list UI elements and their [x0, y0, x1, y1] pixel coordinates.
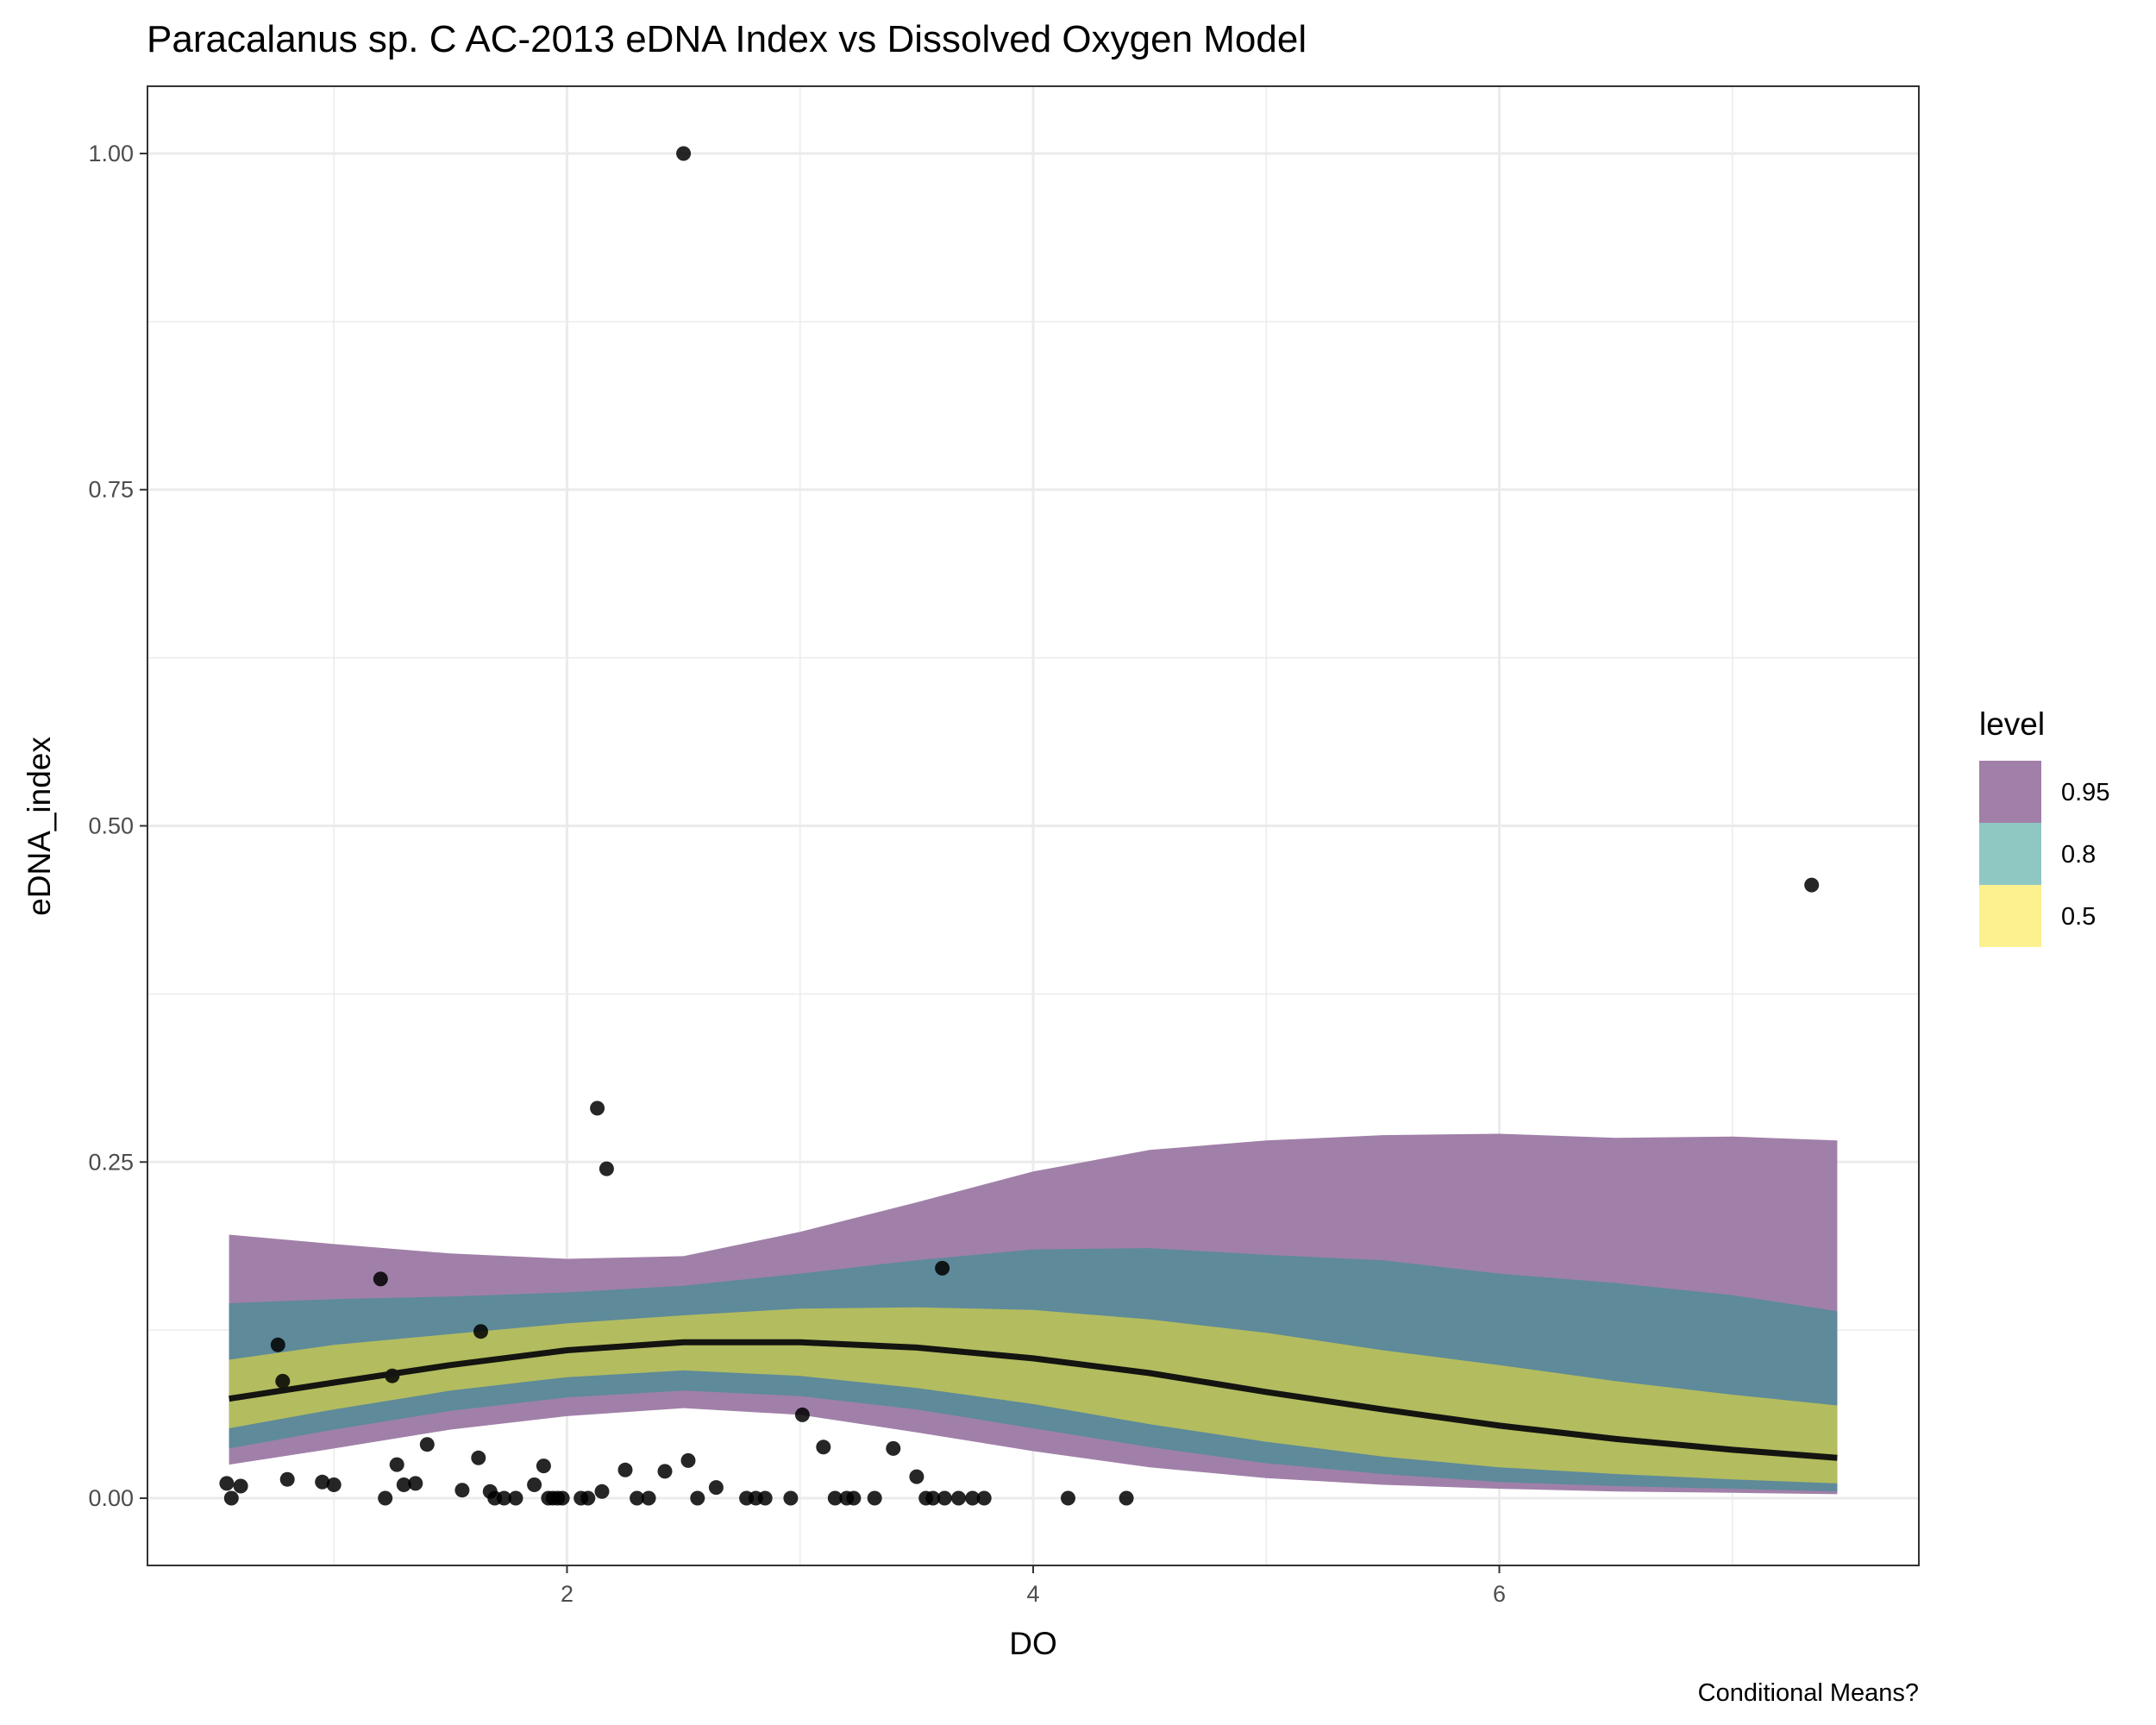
data-point [757, 1490, 773, 1506]
data-point [580, 1490, 596, 1506]
data-point [326, 1477, 342, 1492]
legend-key [1979, 761, 2041, 823]
y-axis-title: eDNA_index [22, 737, 57, 916]
mean-line-group [229, 1339, 1838, 1461]
x-axis: 2 4 6 [561, 1565, 1506, 1607]
data-point [976, 1490, 992, 1506]
data-point [473, 1324, 488, 1339]
data-point [794, 1407, 810, 1422]
data-point [783, 1490, 799, 1506]
data-point [315, 1474, 330, 1490]
data-point [555, 1490, 570, 1506]
x-tick-label: 2 [561, 1581, 573, 1607]
data-point [471, 1450, 486, 1465]
plot-panel [147, 85, 1920, 1566]
data-point [536, 1458, 551, 1474]
data-point [657, 1464, 673, 1479]
ribbon-bands [229, 1133, 1838, 1495]
data-point [827, 1490, 843, 1506]
data-point [594, 1484, 610, 1499]
data-point [599, 1161, 614, 1176]
legend-items: 0.95 0.8 0.5 [1979, 761, 2109, 947]
data-point [676, 146, 692, 161]
mean-line [229, 1339, 1838, 1461]
data-point [270, 1337, 285, 1352]
data-point [219, 1476, 235, 1491]
data-point [630, 1490, 645, 1506]
data-point [223, 1490, 239, 1506]
data-point [708, 1480, 724, 1496]
data-point [497, 1490, 511, 1506]
data-point [1119, 1490, 1134, 1506]
data-point [1804, 877, 1820, 893]
band-05 [229, 1307, 1838, 1484]
data-point [965, 1490, 981, 1506]
data-point [378, 1490, 393, 1506]
y-tick-label: 0.50 [88, 813, 134, 839]
legend-label: 0.8 [2061, 841, 2096, 869]
data-point [690, 1490, 705, 1506]
data-point [275, 1373, 291, 1389]
x-tick-label: 4 [1026, 1581, 1039, 1607]
data-point [279, 1471, 295, 1487]
legend-label: 0.5 [2061, 903, 2096, 931]
data-point [527, 1477, 542, 1492]
data-point [396, 1477, 411, 1492]
legend-key [1979, 885, 2041, 947]
data-point [454, 1483, 470, 1498]
legend: level 0.95 0.8 0.5 [1979, 706, 2109, 947]
x-axis-title: DO [1009, 1626, 1057, 1661]
data-point [617, 1462, 633, 1477]
y-tick-label: 1.00 [88, 141, 134, 166]
data-point [1061, 1490, 1075, 1506]
legend-label: 0.95 [2061, 779, 2109, 806]
data-point [935, 1260, 950, 1276]
data-point [951, 1490, 966, 1506]
x-tick-label: 6 [1493, 1581, 1506, 1607]
y-tick-label: 0.25 [88, 1149, 134, 1175]
data-point [909, 1469, 924, 1484]
data-point [419, 1437, 435, 1452]
data-point [680, 1452, 696, 1468]
data-point [408, 1476, 423, 1491]
y-tick-label: 0.75 [88, 477, 134, 503]
legend-key [1979, 823, 2041, 885]
data-point [590, 1101, 605, 1116]
data-point [816, 1440, 831, 1455]
y-axis: 0.00 0.25 0.50 0.75 1.00 [88, 141, 147, 1511]
data-point [389, 1457, 404, 1472]
data-point [937, 1490, 952, 1506]
data-point [373, 1271, 388, 1287]
data-point [233, 1478, 248, 1494]
data-point [846, 1490, 862, 1506]
data-point [641, 1490, 656, 1506]
legend-title: level [1979, 706, 2045, 742]
data-point [886, 1440, 901, 1456]
data-points [219, 146, 1820, 1506]
y-tick-label: 0.00 [88, 1485, 134, 1511]
chart-caption: Conditional Means? [1698, 1679, 1919, 1707]
data-point [925, 1490, 941, 1506]
data-point [508, 1490, 523, 1506]
data-point [867, 1490, 882, 1506]
chart-title: Paracalanus sp. C AC-2013 eDNA Index vs … [147, 18, 1307, 60]
